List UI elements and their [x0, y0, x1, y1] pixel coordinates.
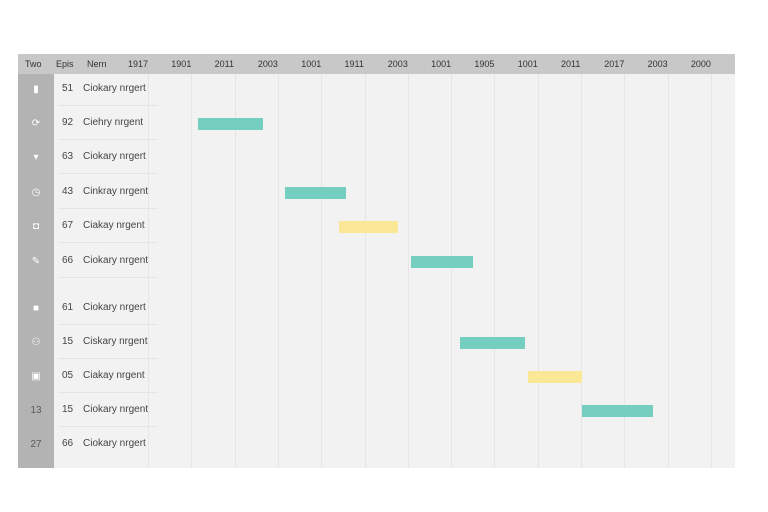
camera-icon[interactable]: ◘ — [32, 221, 40, 232]
grid-line — [277, 74, 279, 468]
row-divider — [58, 139, 158, 140]
task-code: 92 — [62, 117, 74, 128]
task-name[interactable]: Ciskary nrgent — [83, 336, 148, 347]
grid-line — [494, 74, 496, 468]
year-label: 1001 — [517, 59, 538, 69]
task-bar[interactable] — [198, 118, 264, 130]
task-row[interactable]: ■ 61 Ciokary nrgert — [18, 294, 735, 325]
row-divider — [58, 426, 158, 427]
table-header: Two Epis Nern 1917 1901 2011 2003 1001 1911 20… — [18, 54, 735, 74]
task-name[interactable]: Ciokary nrgert — [83, 438, 146, 449]
badge-icon[interactable]: 13 — [30, 405, 42, 416]
row-divider — [58, 208, 158, 209]
row-divider — [58, 173, 158, 174]
task-row[interactable]: ▮ 51 Ciokary nrgert — [18, 75, 735, 106]
year-label: 2000 — [690, 59, 711, 69]
task-code: 61 — [62, 302, 74, 313]
task-name[interactable]: Cinkray nrgent — [83, 186, 149, 197]
year-label: 1901 — [171, 59, 192, 69]
year-label: 1001 — [301, 59, 322, 69]
year-label: 2003 — [257, 59, 278, 69]
task-row[interactable]: ✎ 66 Ciokary nrgent — [18, 247, 735, 278]
row-divider — [58, 324, 158, 325]
number-icon[interactable]: 27 — [30, 439, 42, 450]
frame-icon[interactable]: ▣ — [31, 371, 41, 382]
year-label: 2017 — [604, 59, 625, 69]
task-name[interactable]: Ciokary nrgent — [83, 255, 149, 266]
task-code: 66 — [62, 438, 74, 449]
gantt-chart: Two Epis Nern 1917 1901 2011 2003 1001 1911 20… — [18, 54, 735, 468]
task-code: 63 — [62, 151, 74, 162]
task-row[interactable]: ◘ 67 Ciakay nrgent — [18, 212, 735, 243]
task-row[interactable]: ⟳ 92 Ciehry nrgent — [18, 109, 735, 140]
clock-icon[interactable]: ◷ — [31, 187, 41, 198]
row-divider — [58, 277, 158, 278]
grid-line — [624, 74, 626, 468]
task-name[interactable]: Ciokary nrgert — [83, 151, 146, 162]
year-label: 2011 — [214, 59, 234, 69]
file-icon[interactable]: ▮ — [33, 84, 39, 95]
refresh-icon[interactable]: ⟳ — [31, 118, 41, 129]
grid-line — [234, 74, 236, 468]
edit-icon[interactable]: ✎ — [31, 256, 41, 267]
year-label: 1911 — [344, 59, 364, 69]
year-label: 1001 — [431, 59, 452, 69]
header-type[interactable]: Two — [25, 59, 42, 69]
task-code: 15 — [62, 336, 74, 347]
task-bar[interactable] — [339, 221, 398, 233]
task-name[interactable]: Ciehry nrgent — [83, 117, 144, 128]
task-row[interactable]: ▣ 05 Ciakay nrgent — [18, 362, 735, 393]
grid-line — [148, 74, 149, 468]
row-divider — [58, 105, 158, 106]
task-name[interactable]: Ciakay nrgent — [83, 220, 145, 231]
task-code: 67 — [62, 220, 74, 231]
task-code: 66 — [62, 255, 74, 266]
task-name[interactable]: Ciokary nrgert — [83, 83, 146, 94]
task-row[interactable]: ◷ 43 Cinkray nrgent — [18, 178, 735, 209]
task-bar[interactable] — [581, 405, 654, 417]
row-divider — [58, 242, 158, 243]
grid-line — [451, 74, 453, 468]
task-name[interactable]: Ciokary nrgent — [83, 404, 149, 415]
task-code: 15 — [62, 404, 74, 415]
year-label: 2003 — [647, 59, 668, 69]
task-bar[interactable] — [285, 187, 346, 199]
year-label: 1917 — [128, 59, 149, 69]
task-name[interactable]: Ciakay nrgent — [83, 370, 145, 381]
grid-line — [407, 74, 409, 468]
filter-icon[interactable]: ▾ — [33, 152, 39, 163]
task-bar[interactable] — [527, 371, 582, 383]
task-code: 51 — [62, 83, 74, 94]
task-code: 43 — [62, 186, 74, 197]
row-divider — [58, 358, 158, 359]
task-row[interactable]: 27 66 Ciokary nrgert — [18, 430, 735, 460]
year-label: 2003 — [387, 59, 408, 69]
grid-line — [581, 74, 582, 468]
row-divider — [58, 392, 158, 393]
square-icon[interactable]: ■ — [32, 303, 40, 314]
task-bar[interactable] — [460, 337, 526, 349]
grid-line — [710, 74, 712, 468]
year-label: 1905 — [474, 59, 495, 69]
grid-line — [191, 74, 193, 468]
grid-line — [364, 74, 366, 468]
task-row[interactable]: ⚇ 15 Ciskary nrgent — [18, 328, 735, 359]
task-bar[interactable] — [410, 256, 474, 268]
grid-line — [321, 74, 323, 468]
header-code[interactable]: Epis — [56, 59, 74, 69]
type-column — [18, 74, 54, 468]
year-label: 2011 — [561, 59, 581, 69]
task-row[interactable]: ▾ 63 Ciokary nrgert — [18, 143, 735, 174]
people-icon[interactable]: ⚇ — [31, 337, 41, 348]
task-name[interactable]: Ciokary nrgert — [83, 302, 146, 313]
header-name[interactable]: Nern — [87, 59, 107, 69]
grid-line — [667, 74, 669, 468]
task-code: 05 — [62, 370, 74, 381]
task-row[interactable]: 13 15 Ciokary nrgent — [18, 396, 735, 427]
grid-line — [537, 74, 539, 468]
